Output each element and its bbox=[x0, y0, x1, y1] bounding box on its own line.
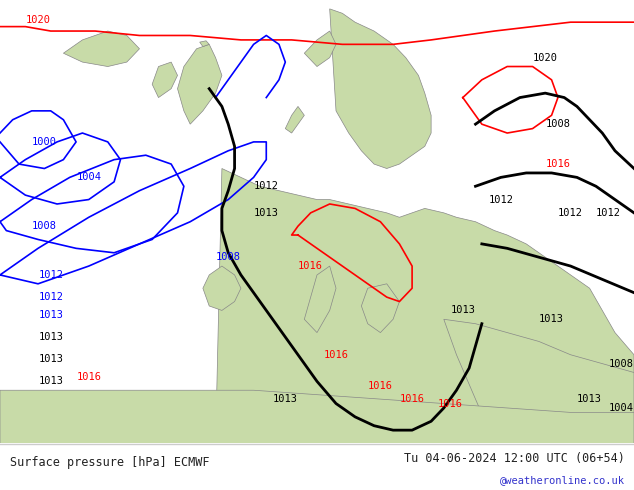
Text: 1012: 1012 bbox=[254, 181, 279, 191]
Polygon shape bbox=[304, 266, 336, 333]
Text: 1013: 1013 bbox=[38, 354, 63, 364]
Text: Surface pressure [hPa] ECMWF: Surface pressure [hPa] ECMWF bbox=[10, 456, 209, 468]
Text: 1012: 1012 bbox=[558, 208, 583, 218]
Polygon shape bbox=[304, 31, 336, 67]
Text: 1016: 1016 bbox=[437, 398, 463, 409]
Text: 1016: 1016 bbox=[399, 394, 425, 404]
Text: @weatheronline.co.uk: @weatheronline.co.uk bbox=[500, 475, 624, 485]
Text: 1016: 1016 bbox=[545, 159, 571, 169]
Text: 1013: 1013 bbox=[273, 394, 298, 404]
Text: 1008: 1008 bbox=[32, 221, 57, 231]
Text: 1013: 1013 bbox=[38, 376, 63, 387]
Text: 1020: 1020 bbox=[533, 52, 558, 63]
Text: 1012: 1012 bbox=[488, 195, 514, 204]
Text: Tu 04-06-2024 12:00 UTC (06+54): Tu 04-06-2024 12:00 UTC (06+54) bbox=[404, 452, 624, 465]
Text: 1012: 1012 bbox=[38, 292, 63, 302]
Text: 1012: 1012 bbox=[596, 208, 621, 218]
Text: 1016: 1016 bbox=[76, 372, 101, 382]
Text: 1020: 1020 bbox=[25, 15, 51, 25]
Text: 1012: 1012 bbox=[38, 270, 63, 280]
Text: 1013: 1013 bbox=[450, 305, 476, 316]
Text: 1013: 1013 bbox=[539, 314, 564, 324]
Polygon shape bbox=[216, 169, 634, 443]
Polygon shape bbox=[330, 9, 431, 169]
Polygon shape bbox=[152, 62, 178, 98]
Text: 1013: 1013 bbox=[254, 208, 279, 218]
Polygon shape bbox=[178, 44, 222, 124]
Text: 1013: 1013 bbox=[577, 394, 602, 404]
Polygon shape bbox=[200, 41, 209, 47]
Polygon shape bbox=[203, 266, 241, 311]
Polygon shape bbox=[444, 319, 634, 443]
Polygon shape bbox=[0, 390, 634, 443]
Text: 1008: 1008 bbox=[545, 119, 571, 129]
Text: 1016: 1016 bbox=[368, 381, 393, 391]
Text: 1008: 1008 bbox=[609, 359, 634, 368]
Polygon shape bbox=[285, 106, 304, 133]
Text: 1016: 1016 bbox=[298, 261, 323, 271]
Polygon shape bbox=[361, 284, 399, 333]
Text: 1008: 1008 bbox=[216, 252, 241, 262]
Text: 1004: 1004 bbox=[609, 403, 634, 413]
Text: 1000: 1000 bbox=[32, 137, 57, 147]
Text: 1016: 1016 bbox=[323, 350, 349, 360]
Text: 1013: 1013 bbox=[38, 332, 63, 342]
Polygon shape bbox=[63, 31, 139, 67]
Text: 1013: 1013 bbox=[38, 310, 63, 320]
Text: 1004: 1004 bbox=[76, 172, 101, 182]
